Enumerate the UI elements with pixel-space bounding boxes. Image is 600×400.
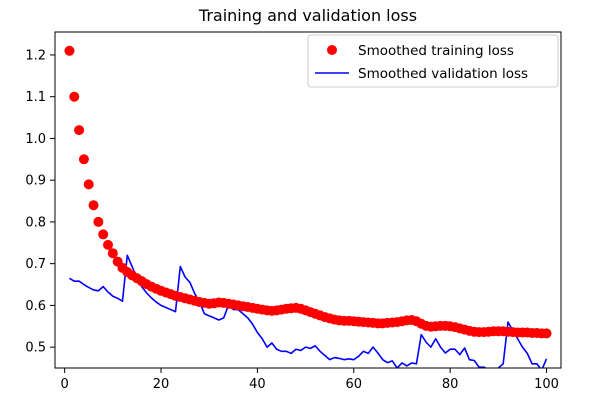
training-loss-point <box>74 125 85 136</box>
training-loss-point <box>78 154 89 165</box>
legend-label-validation: Smoothed validation loss <box>358 66 528 82</box>
plot-frame <box>54 31 562 369</box>
legend-marker-training <box>327 45 337 55</box>
y-tick-label: 0.8 <box>25 215 46 230</box>
y-tick-label: 0.9 <box>25 174 46 189</box>
x-tick-label: 80 <box>442 377 459 392</box>
plot-area <box>64 45 552 368</box>
x-tick-label: 40 <box>249 377 266 392</box>
legend-label-training: Smoothed training loss <box>358 43 514 59</box>
y-tick-label: 1.0 <box>25 132 46 147</box>
chart-title: Training and validation loss <box>198 6 417 25</box>
training-loss-point <box>98 229 109 240</box>
training-loss-point <box>541 328 552 339</box>
training-loss-point <box>103 239 114 250</box>
validation-loss-line <box>69 254 548 368</box>
x-axis: 0 20 40 60 80 100 <box>60 368 559 392</box>
y-tick-label: 0.6 <box>25 299 46 314</box>
x-tick-label: 20 <box>153 377 170 392</box>
training-loss-point <box>93 216 104 227</box>
y-axis: 0.5 0.6 0.7 0.8 0.9 1.0 1.1 1.2 <box>25 48 55 356</box>
training-loss-point <box>64 45 75 56</box>
training-loss-point <box>107 248 118 259</box>
y-tick-label: 1.2 <box>25 48 46 63</box>
y-tick-label: 0.5 <box>25 341 46 356</box>
legend-box <box>307 34 559 88</box>
training-loss-point <box>69 91 80 102</box>
plot-series <box>64 45 552 368</box>
legend: Smoothed training loss Smoothed validati… <box>307 34 559 88</box>
x-tick-label: 60 <box>346 377 363 392</box>
training-loss-point <box>88 200 99 211</box>
x-tick-label: 0 <box>60 377 68 392</box>
training-loss-point <box>83 179 94 190</box>
x-tick-label: 100 <box>534 377 559 392</box>
y-tick-label: 1.1 <box>25 90 46 105</box>
y-tick-label: 0.7 <box>25 257 46 272</box>
